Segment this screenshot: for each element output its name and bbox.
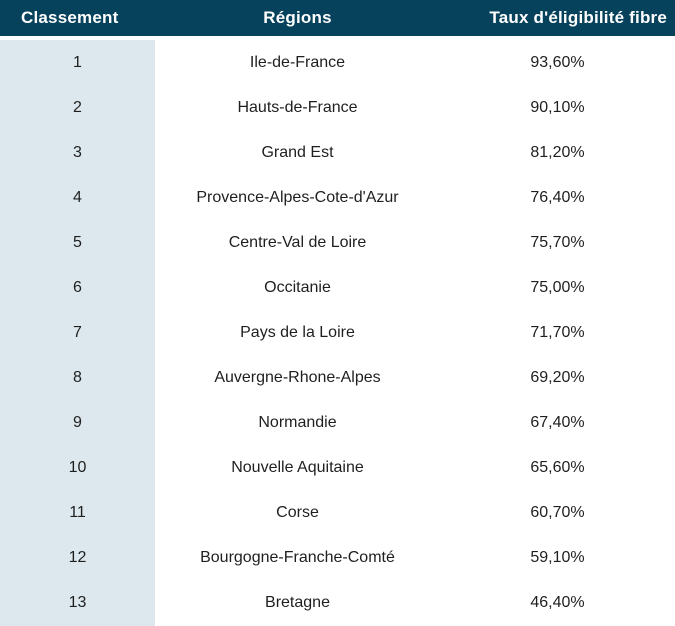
region-cell: Nouvelle Aquitaine xyxy=(231,459,364,477)
header-classement: Classement xyxy=(21,8,119,27)
rank-cell: 7 xyxy=(0,310,155,356)
region-cell: Pays de la Loire xyxy=(240,324,355,341)
region-cell: Hauts-de-France xyxy=(237,98,358,116)
table-row: 8 Auvergne-Rhone-Alpes 69,20% xyxy=(0,355,675,401)
rate-cell: 75,70% xyxy=(530,233,585,251)
rate-cell: 46,40% xyxy=(530,594,585,612)
table-row: 13 Bretagne 46,40% xyxy=(0,580,675,626)
region-cell: Provence-Alpes-Cote-d'Azur xyxy=(196,188,399,206)
region-cell: Grand Est xyxy=(261,143,334,161)
rate-cell: 75,00% xyxy=(530,278,585,296)
rank-cell: 11 xyxy=(0,490,155,536)
table-row: 10 Nouvelle Aquitaine 65,60% xyxy=(0,445,675,491)
region-cell: Occitanie xyxy=(264,278,331,296)
rank-cell: 10 xyxy=(0,445,155,491)
rank-cell: 1 xyxy=(0,40,155,86)
region-cell: Normandie xyxy=(258,414,337,432)
header-taux: Taux d'éligibilité fibre xyxy=(489,8,667,27)
header-regions: Régions xyxy=(263,8,332,27)
rank-cell: 2 xyxy=(0,85,155,131)
region-cell: Corse xyxy=(276,504,319,522)
rate-cell: 67,40% xyxy=(530,414,585,432)
table-row: 3 Grand Est 81,20% xyxy=(0,130,675,176)
region-cell: Auvergne-Rhone-Alpes xyxy=(214,369,381,387)
region-cell: Bourgogne-Franche-Comté xyxy=(200,549,395,567)
region-cell: Centre-Val de Loire xyxy=(228,233,367,251)
table-row: 6 Occitanie 75,00% xyxy=(0,265,675,311)
table-row: 11 Corse 60,70% xyxy=(0,490,675,536)
rate-cell: 69,20% xyxy=(530,369,585,387)
rate-cell: 65,60% xyxy=(530,459,585,477)
table-row: 12 Bourgogne-Franche-Comté 59,10% xyxy=(0,535,675,581)
table-row: 4 Provence-Alpes-Cote-d'Azur 76,40% xyxy=(0,175,675,221)
rate-cell: 60,70% xyxy=(530,504,585,522)
rank-cell: 3 xyxy=(0,130,155,176)
table-header-row: Classement Régions Taux d'éligibilité fi… xyxy=(0,0,675,36)
rank-cell: 12 xyxy=(0,535,155,581)
rate-cell: 81,20% xyxy=(530,143,585,161)
rate-cell: 71,70% xyxy=(530,324,585,341)
table-row: 2 Hauts-de-France 90,10% xyxy=(0,85,675,131)
region-cell: Bretagne xyxy=(265,594,330,612)
table-row: 5 Centre-Val de Loire 75,70% xyxy=(0,220,675,266)
rank-cell: 9 xyxy=(0,400,155,446)
table-body: 1 Ile-de-France 93,60% 2 Hauts-de-France… xyxy=(0,40,675,626)
table-row: 9 Normandie 67,40% xyxy=(0,400,675,446)
table-row: 1 Ile-de-France 93,60% xyxy=(0,40,675,86)
rank-cell: 5 xyxy=(0,220,155,266)
region-cell: Ile-de-France xyxy=(249,53,346,71)
table-row: 7 Pays de la Loire 71,70% xyxy=(0,310,675,356)
rate-cell: 76,40% xyxy=(530,188,585,206)
rate-cell: 90,10% xyxy=(530,98,585,116)
rank-cell: 4 xyxy=(0,175,155,221)
rank-cell: 8 xyxy=(0,355,155,401)
rank-cell: 13 xyxy=(0,580,155,626)
rate-cell: 59,10% xyxy=(530,549,585,567)
rank-cell: 6 xyxy=(0,265,155,311)
rate-cell: 93,60% xyxy=(530,53,585,71)
